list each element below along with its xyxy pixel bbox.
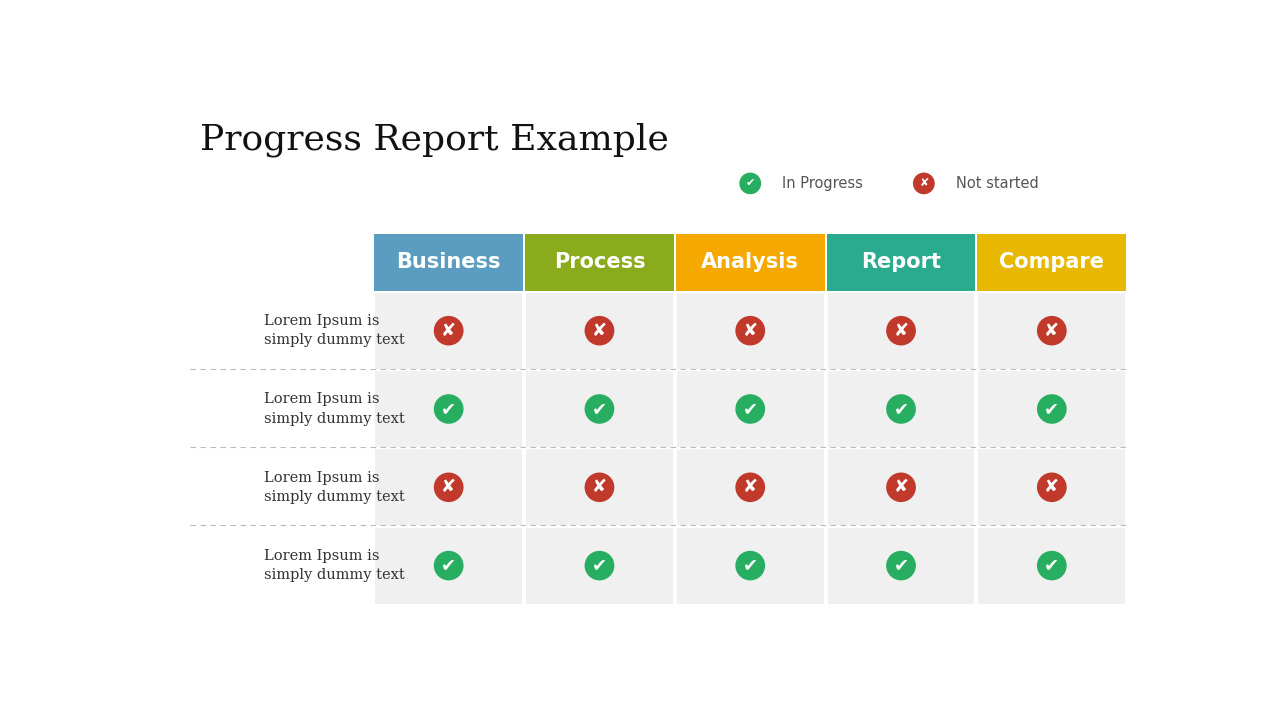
FancyBboxPatch shape [978, 234, 1126, 291]
Ellipse shape [886, 551, 916, 580]
Ellipse shape [434, 316, 463, 346]
Text: ✔: ✔ [893, 400, 909, 418]
FancyBboxPatch shape [978, 292, 1125, 369]
FancyBboxPatch shape [677, 292, 823, 369]
Text: Lorem Ipsum is
simply dummy text: Lorem Ipsum is simply dummy text [264, 392, 404, 426]
Ellipse shape [1037, 551, 1066, 580]
Ellipse shape [735, 551, 765, 580]
Text: ✘: ✘ [1044, 478, 1060, 496]
Ellipse shape [434, 395, 463, 424]
Ellipse shape [1037, 472, 1066, 502]
FancyBboxPatch shape [375, 292, 522, 369]
Ellipse shape [735, 395, 765, 424]
Text: ✘: ✘ [919, 179, 928, 189]
Text: Report: Report [861, 253, 941, 272]
Ellipse shape [1037, 316, 1066, 346]
FancyBboxPatch shape [677, 449, 823, 526]
Text: Compare: Compare [1000, 253, 1105, 272]
Text: Analysis: Analysis [701, 253, 799, 272]
FancyBboxPatch shape [978, 371, 1125, 447]
Text: ✔: ✔ [591, 557, 607, 575]
Ellipse shape [886, 316, 916, 346]
Text: ✔: ✔ [742, 400, 758, 418]
FancyBboxPatch shape [978, 528, 1125, 603]
FancyBboxPatch shape [526, 449, 673, 526]
Text: ✔: ✔ [442, 557, 456, 575]
Text: Lorem Ipsum is
simply dummy text: Lorem Ipsum is simply dummy text [264, 314, 404, 348]
FancyBboxPatch shape [677, 371, 823, 447]
Text: Progress Report Example: Progress Report Example [200, 122, 668, 157]
FancyBboxPatch shape [828, 528, 974, 603]
Text: ✘: ✘ [442, 322, 456, 340]
Text: Lorem Ipsum is
simply dummy text: Lorem Ipsum is simply dummy text [264, 549, 404, 582]
Ellipse shape [886, 472, 916, 502]
FancyBboxPatch shape [677, 528, 823, 603]
FancyBboxPatch shape [526, 528, 673, 603]
Text: ✔: ✔ [893, 557, 909, 575]
Text: ✔: ✔ [591, 400, 607, 418]
FancyBboxPatch shape [526, 292, 673, 369]
FancyBboxPatch shape [375, 371, 522, 447]
Ellipse shape [735, 472, 765, 502]
FancyBboxPatch shape [828, 449, 974, 526]
Ellipse shape [740, 173, 762, 194]
Text: Business: Business [397, 253, 500, 272]
Text: ✘: ✘ [442, 478, 456, 496]
Ellipse shape [1037, 395, 1066, 424]
Text: ✔: ✔ [1044, 400, 1060, 418]
Text: In Progress: In Progress [782, 176, 863, 191]
Text: ✘: ✘ [742, 322, 758, 340]
Ellipse shape [886, 395, 916, 424]
FancyBboxPatch shape [828, 371, 974, 447]
Text: Process: Process [554, 253, 645, 272]
Text: ✔: ✔ [745, 179, 755, 189]
FancyBboxPatch shape [375, 449, 522, 526]
Text: ✘: ✘ [742, 478, 758, 496]
Text: Not started: Not started [956, 176, 1038, 191]
Text: ✘: ✘ [1044, 322, 1060, 340]
Ellipse shape [585, 395, 614, 424]
FancyBboxPatch shape [978, 449, 1125, 526]
FancyBboxPatch shape [827, 234, 975, 291]
Text: Lorem Ipsum is
simply dummy text: Lorem Ipsum is simply dummy text [264, 471, 404, 504]
FancyBboxPatch shape [525, 234, 673, 291]
Ellipse shape [585, 316, 614, 346]
Text: ✔: ✔ [1044, 557, 1060, 575]
Ellipse shape [585, 472, 614, 502]
FancyBboxPatch shape [828, 292, 974, 369]
Ellipse shape [434, 472, 463, 502]
FancyBboxPatch shape [526, 371, 673, 447]
Text: ✘: ✘ [591, 478, 607, 496]
Ellipse shape [434, 551, 463, 580]
Text: ✔: ✔ [442, 400, 456, 418]
FancyBboxPatch shape [374, 234, 524, 291]
FancyBboxPatch shape [375, 528, 522, 603]
Text: ✔: ✔ [742, 557, 758, 575]
Ellipse shape [735, 316, 765, 346]
Text: ✘: ✘ [591, 322, 607, 340]
Ellipse shape [913, 173, 934, 194]
Ellipse shape [585, 551, 614, 580]
FancyBboxPatch shape [676, 234, 824, 291]
Text: ✘: ✘ [893, 322, 909, 340]
Text: ✘: ✘ [893, 478, 909, 496]
